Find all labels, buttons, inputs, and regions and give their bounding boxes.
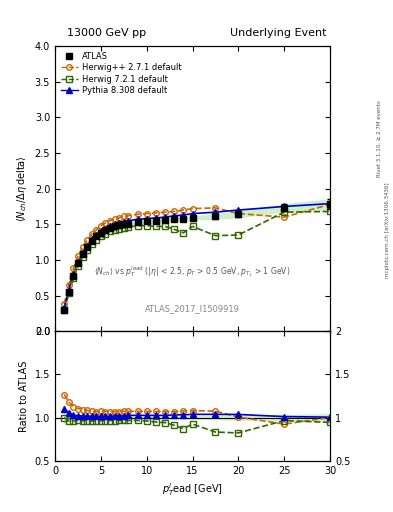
Text: ATLAS_2017_I1509919: ATLAS_2017_I1509919 xyxy=(145,304,240,313)
Text: Underlying Event: Underlying Event xyxy=(230,28,326,38)
Text: 13000 GeV pp: 13000 GeV pp xyxy=(67,28,146,38)
Legend: ATLAS, Herwig++ 2.7.1 default, Herwig 7.2.1 default, Pythia 8.308 default: ATLAS, Herwig++ 2.7.1 default, Herwig 7.… xyxy=(57,49,185,99)
Y-axis label: Ratio to ATLAS: Ratio to ATLAS xyxy=(19,360,29,432)
Text: mcplots.cern.ch [arXiv:1306.3436]: mcplots.cern.ch [arXiv:1306.3436] xyxy=(385,183,389,278)
Y-axis label: $\langle N_{ch}/\Delta\eta\,\mathrm{delta}\rangle$: $\langle N_{ch}/\Delta\eta\,\mathrm{delt… xyxy=(15,155,29,222)
Text: Rivet 3.1.10, ≥ 2.7M events: Rivet 3.1.10, ≥ 2.7M events xyxy=(377,100,382,177)
X-axis label: $p_T^l\mathrm{ead}$ [GeV]: $p_T^l\mathrm{ead}$ [GeV] xyxy=(162,481,223,498)
Text: $\langle N_{ch}\rangle$ vs $p_T^{lead}$ ($|\eta|$ < 2.5, $p_T$ > 0.5 GeV, $p_{T_: $\langle N_{ch}\rangle$ vs $p_T^{lead}$ … xyxy=(94,264,291,279)
